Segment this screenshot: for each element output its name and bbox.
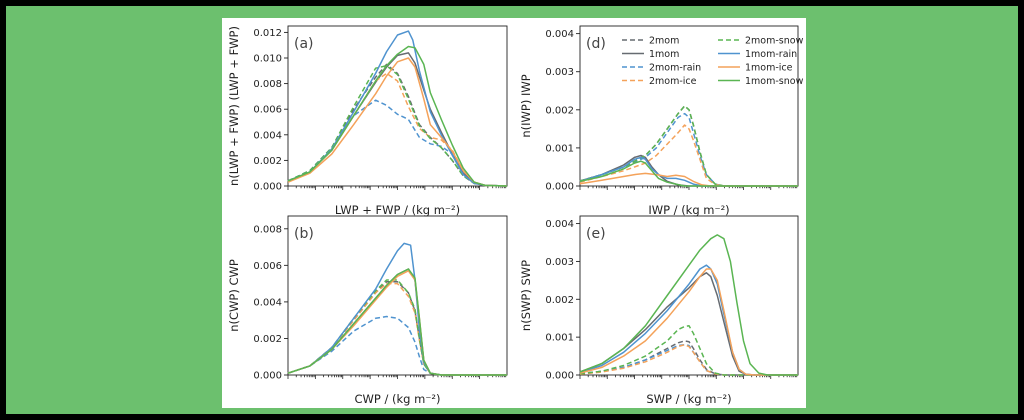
y-tick-label: 0.002 bbox=[545, 105, 574, 116]
figure-panel: 0.000 0.002 0.004 0.006 0.008 0.010 0.012 (a) LW… bbox=[222, 18, 806, 408]
series-line-1mom-ice bbox=[287, 57, 508, 187]
series-line-2mom-rain bbox=[287, 315, 507, 376]
y-tick-label: 0.001 bbox=[545, 333, 574, 344]
y-tick-label: 0.000 bbox=[253, 182, 282, 193]
y-axis-label: n(CWP) CWP bbox=[227, 259, 241, 332]
legend-label: 2mom bbox=[649, 36, 679, 47]
figure-svg: 0.000 0.002 0.004 0.006 0.008 0.010 0.012 (a) LW… bbox=[227, 25, 804, 406]
series-line-1mom-rain bbox=[287, 242, 507, 376]
axes-frame bbox=[287, 215, 508, 376]
y-axis-label: n(IWP) IWP bbox=[519, 74, 533, 137]
y-tick-label: 0.000 bbox=[545, 371, 574, 382]
series-line-2mom-rain bbox=[579, 112, 798, 187]
panel-label: (a) bbox=[294, 36, 314, 52]
x-axis-label: IWP / (kg m⁻²) bbox=[648, 203, 729, 217]
series-line-2mom-ice bbox=[579, 343, 798, 376]
y-tick-label: 0.010 bbox=[253, 54, 282, 65]
series-line-2mom-snow bbox=[579, 325, 798, 376]
series-line-1mom-rain bbox=[287, 30, 508, 187]
series-line-1mom bbox=[579, 272, 798, 376]
y-tick-label: 0.003 bbox=[545, 67, 574, 78]
y-tick-label: 0.000 bbox=[545, 182, 574, 193]
legend-label: 2mom-rain bbox=[649, 63, 701, 74]
y-axis-label: n(LWP + FWP) (LWP + FWP) bbox=[227, 26, 241, 186]
series-line-1mom-ice bbox=[579, 172, 798, 187]
series-line-2mom-snow bbox=[287, 64, 508, 187]
y-tick-label: 0.004 bbox=[545, 219, 574, 230]
legend-label: 1mom-rain bbox=[745, 49, 797, 60]
series-line-2mom-rain bbox=[287, 99, 508, 187]
panel-e: 0.000 0.001 0.002 0.003 0.004 (e) SWP / (kg m⁻… bbox=[519, 215, 799, 406]
x-axis-label: CWP / (kg m⁻²) bbox=[355, 392, 441, 406]
panel-d: 0.000 0.001 0.002 0.003 0.004 (d) IWP / (kg m⁻… bbox=[519, 25, 799, 217]
series-line-1mom-snow bbox=[579, 160, 798, 187]
y-tick-label: 0.004 bbox=[253, 130, 282, 141]
series-line-2mom-rain bbox=[579, 343, 798, 376]
x-axis-label: SWP / (kg m⁻²) bbox=[646, 392, 731, 406]
y-tick-label: 0.003 bbox=[545, 257, 574, 268]
series-line-2mom-snow bbox=[287, 279, 507, 376]
legend-label: 1mom-ice bbox=[745, 63, 793, 74]
panel-label: (b) bbox=[294, 226, 314, 242]
y-tick-label: 0.000 bbox=[253, 371, 282, 382]
panel-b: 0.000 0.002 0.004 0.006 0.008 (b) CWP / (kg m⁻… bbox=[227, 215, 508, 406]
y-tick-label: 0.008 bbox=[253, 79, 282, 90]
series-line-1mom-rain bbox=[579, 156, 798, 187]
series-line-2mom bbox=[287, 281, 507, 376]
series-line-1mom-ice bbox=[579, 268, 798, 376]
legend-label: 2mom-snow bbox=[745, 36, 804, 47]
legend: 2mom 1mom 2mom-rain 2mom-ice 2mom-snow 1mom-r… bbox=[622, 36, 804, 87]
axes-frame bbox=[579, 215, 799, 376]
y-tick-label: 0.006 bbox=[253, 261, 282, 272]
series-line-1mom-snow bbox=[287, 45, 508, 187]
y-tick-label: 0.004 bbox=[545, 29, 574, 40]
y-tick-label: 0.012 bbox=[253, 28, 282, 39]
y-tick-label: 0.004 bbox=[253, 297, 282, 308]
x-axis-label: LWP + FWP / (kg m⁻²) bbox=[335, 203, 460, 217]
y-tick-label: 0.002 bbox=[545, 295, 574, 306]
panel-a: 0.000 0.002 0.004 0.006 0.008 0.010 0.012 (a) LW… bbox=[227, 25, 508, 217]
panel-label: (d) bbox=[586, 36, 606, 52]
legend-label: 2mom-ice bbox=[649, 76, 697, 87]
series-line-1mom-snow bbox=[287, 268, 507, 376]
series-line-2mom-ice bbox=[287, 72, 508, 187]
series-line-2mom-ice bbox=[579, 124, 798, 187]
panel-label: (e) bbox=[586, 226, 606, 242]
y-tick-label: 0.002 bbox=[253, 334, 282, 345]
legend-label: 1mom bbox=[649, 49, 679, 60]
y-tick-label: 0.006 bbox=[253, 105, 282, 116]
y-axis-label: n(SWP) SWP bbox=[519, 260, 533, 331]
y-tick-label: 0.001 bbox=[545, 143, 574, 154]
y-tick-label: 0.002 bbox=[253, 156, 282, 167]
series-line-1mom-snow bbox=[579, 234, 798, 376]
series-line-1mom-rain bbox=[579, 264, 798, 376]
y-tick-label: 0.008 bbox=[253, 224, 282, 235]
legend-label: 1mom-snow bbox=[745, 76, 804, 87]
series-line-2mom-ice bbox=[287, 282, 507, 376]
